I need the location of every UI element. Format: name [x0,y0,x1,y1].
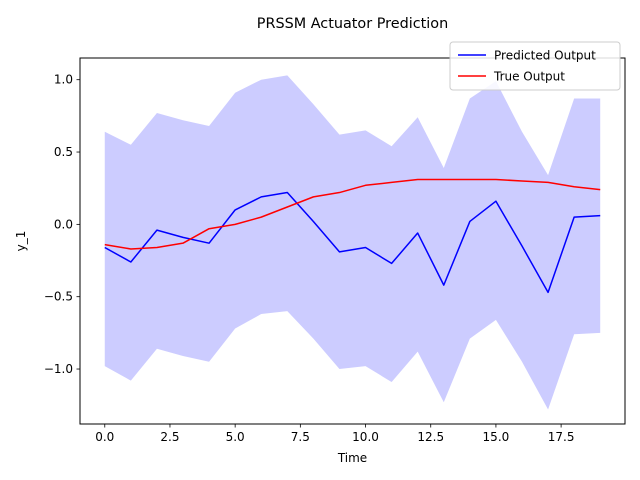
series-line-1 [104,178,601,250]
y-tick-label: −1.0 [44,362,73,376]
legend: Predicted Output True Output [449,41,621,91]
x-tick-label: 7.5 [291,430,310,444]
x-tick-label: 17.5 [548,430,575,444]
y-tick-label: 0.0 [54,217,73,231]
x-tick-label: 10.0 [352,430,379,444]
x-tick-label: 15.0 [483,430,510,444]
x-tick-label: 12.5 [417,430,444,444]
axes-frame [79,57,626,425]
x-tick-label: 5.0 [226,430,245,444]
y-axis: −1.0 −0.5 0.0 0.5 1.0 [44,73,80,376]
x-tick-label: 2.5 [160,430,179,444]
y-tick-label: −0.5 [44,290,73,304]
y-tick-label: 1.0 [54,73,73,87]
legend-box [449,41,621,91]
y-tick-label: 0.5 [54,145,73,159]
plot-area [104,75,601,410]
legend-label: Predicted Output [494,49,596,63]
x-tick-label: 0.0 [95,430,114,444]
legend-label: True Output [493,70,565,84]
x-axis: 0.0 2.5 5.0 7.5 10.0 12.5 15.0 17.5 [95,424,574,444]
confidence-band [104,75,601,410]
x-axis-label: Time [337,451,367,465]
y-axis-label: y_1 [14,231,28,252]
chart-title: PRSSM Actuator Prediction [257,16,448,32]
series-line-0 [104,191,601,294]
